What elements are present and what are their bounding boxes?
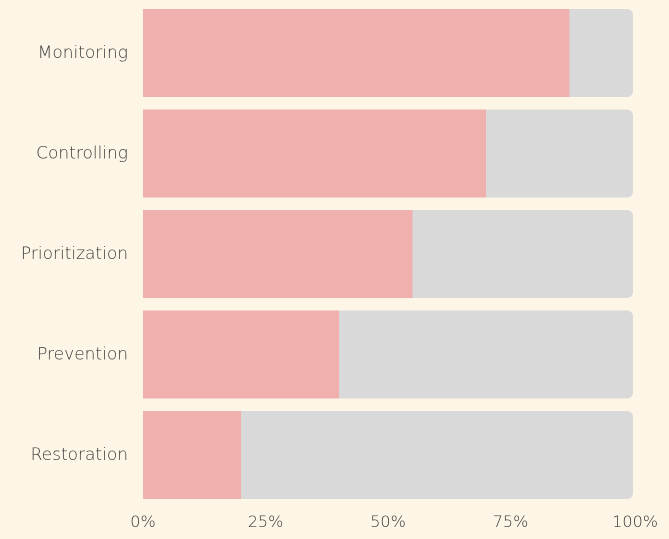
bars-group [143,9,633,499]
category-label-prevention: Prevention [37,345,128,365]
bar-controlling [143,109,486,198]
bar-restoration [143,411,241,499]
bar-prevention [143,310,339,399]
bar-monitoring [143,9,570,97]
x-tick-label: 50% [370,512,406,531]
x-tick-label: 25% [248,512,284,531]
x-tick-label: 0% [130,512,155,531]
category-label-restoration: Restoration [31,445,128,465]
x-tick-label: 100% [612,512,658,531]
category-labels: Monitoring Controlling Prioritization Preve… [21,43,128,465]
category-label-prioritization: Prioritization [21,244,128,264]
x-tick-label: 75% [493,512,529,531]
category-label-controlling: Controlling [36,144,128,164]
category-label-monitoring: Monitoring [38,43,128,63]
x-axis-ticks: 0% 25% 50% 75% 100% [130,512,658,531]
bar-prioritization [143,210,413,298]
bar-track-restoration [143,411,633,499]
